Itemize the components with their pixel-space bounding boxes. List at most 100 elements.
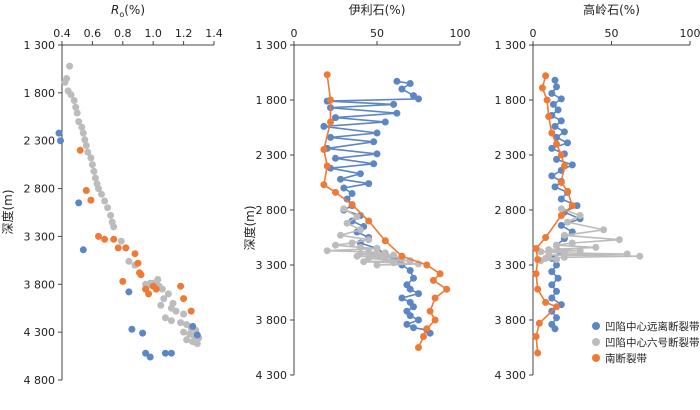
ro-gray-point	[146, 353, 154, 361]
illite-gray-point	[343, 219, 351, 227]
illite-gray-point	[390, 259, 398, 267]
illite-orange-point	[323, 162, 331, 170]
y-tick-label: 1 800	[256, 94, 288, 107]
illite-orange-point	[320, 181, 328, 189]
illite-orange-point	[443, 285, 451, 293]
illite-gray-point	[323, 247, 331, 255]
ro-blue-point	[88, 161, 96, 169]
ro-orange-point	[131, 250, 139, 258]
ro-blue-point	[84, 148, 92, 156]
kaolinite-blue-point	[554, 274, 562, 282]
ro-gray-point	[139, 329, 147, 337]
illite-blue-point	[415, 290, 422, 298]
legend-label: 南断裂带	[605, 352, 647, 365]
y-tick-label: 2 800	[256, 204, 288, 217]
illite-blue-point	[410, 324, 417, 332]
y-tick-label: 1 300	[24, 39, 56, 52]
y-axis-title: 深度(m)	[0, 189, 15, 234]
illite-blue-point	[403, 320, 411, 328]
kaolinite-gray-point	[600, 226, 608, 234]
x-tick-label: 100	[450, 27, 471, 40]
kaolinite-gray-point	[564, 218, 571, 226]
ro-orange-point	[119, 277, 127, 285]
ro-blue-point	[70, 97, 78, 104]
kaolinite-orange-point	[534, 256, 542, 263]
ro-gray-point	[161, 349, 169, 357]
ro-orange-point	[122, 244, 130, 252]
kaolinite-orange-point	[534, 285, 542, 293]
y-tick-label: 3 300	[495, 259, 527, 272]
ro-blue-point	[110, 223, 118, 231]
illite-blue-point	[365, 180, 373, 188]
x-axis-title: Ro(%)	[111, 3, 145, 19]
y-tick-label: 2 300	[495, 149, 527, 162]
ro-blue-point	[125, 257, 133, 265]
ro-orange-point	[82, 187, 90, 194]
y-tick-label: 3 800	[495, 314, 527, 327]
kaolinite-blue-point	[557, 117, 565, 125]
ro-gray-point	[57, 137, 64, 145]
kaolinite-orange-point	[535, 319, 543, 327]
ro-blue-point	[164, 290, 172, 298]
ro-blue-point	[107, 211, 115, 219]
illite-gray-point	[356, 243, 364, 251]
ro-blue-point	[117, 237, 125, 245]
y-tick-label: 3 300	[24, 230, 56, 243]
x-tick-label: 0	[530, 27, 537, 40]
legend-marker	[592, 338, 600, 346]
illite-gray-point	[390, 251, 398, 259]
illite-blue-point	[393, 77, 401, 85]
y-tick-label: 3 300	[256, 259, 288, 272]
y-tick-label: 4 300	[495, 369, 527, 382]
x-tick-label: 100	[680, 27, 700, 40]
illite-blue-point	[415, 316, 422, 324]
ro-blue-point	[82, 142, 90, 149]
kaolinite-orange-point	[538, 84, 546, 92]
illite-blue-point	[348, 190, 356, 197]
illite-blue-point	[373, 150, 381, 158]
kaolinite-orange-point	[532, 333, 540, 340]
illite-orange-point	[320, 146, 328, 153]
ro-blue-point	[81, 136, 89, 144]
ro-orange-point	[137, 271, 145, 279]
kaolinite-blue-point	[568, 161, 576, 169]
illite-gray-point	[356, 226, 364, 234]
kaolinite-blue-point	[553, 287, 560, 295]
illite-blue-point	[381, 118, 389, 126]
illite-orange-point	[323, 71, 331, 79]
ro-blue-point	[183, 321, 191, 328]
x-axis-title: 高岭石(%)	[583, 2, 640, 17]
ro-gray-point	[142, 349, 150, 357]
ro-blue-point	[193, 340, 201, 348]
illite-gray-point	[337, 231, 344, 239]
kaolinite-orange-point	[557, 212, 565, 219]
ro-blue-point	[154, 276, 162, 283]
ro-orange-point	[114, 244, 122, 252]
ro-blue-point	[180, 310, 188, 318]
illite-blue-point	[406, 285, 414, 293]
x-tick-label: 0.4	[53, 27, 71, 40]
legend-label: 凹陷中心六号断裂带	[605, 336, 700, 349]
illite-orange-point	[426, 307, 434, 315]
ro-blue-point	[67, 91, 75, 99]
kaolinite-orange-point	[542, 234, 550, 241]
kaolinite-gray-point	[545, 246, 553, 254]
y-tick-label: 1 300	[495, 39, 527, 52]
y-tick-label: 1 800	[495, 94, 527, 107]
kaolinite-blue-point	[557, 221, 565, 229]
x-tick-label: 0.6	[84, 27, 102, 40]
y-tick-label: 2 800	[24, 183, 56, 196]
y-tick-label: 2 800	[495, 204, 527, 217]
ro-blue-point	[177, 319, 185, 327]
ro-gray-point	[189, 322, 197, 330]
illite-blue-point	[398, 85, 406, 93]
ro-orange-point	[152, 285, 160, 293]
ro-orange-point	[110, 235, 118, 243]
ro-blue-point	[161, 314, 169, 322]
kaolinite-gray-point	[576, 212, 584, 219]
ro-blue-point	[87, 154, 95, 162]
ro-blue-point	[167, 317, 175, 325]
illite-blue-point	[406, 267, 414, 274]
